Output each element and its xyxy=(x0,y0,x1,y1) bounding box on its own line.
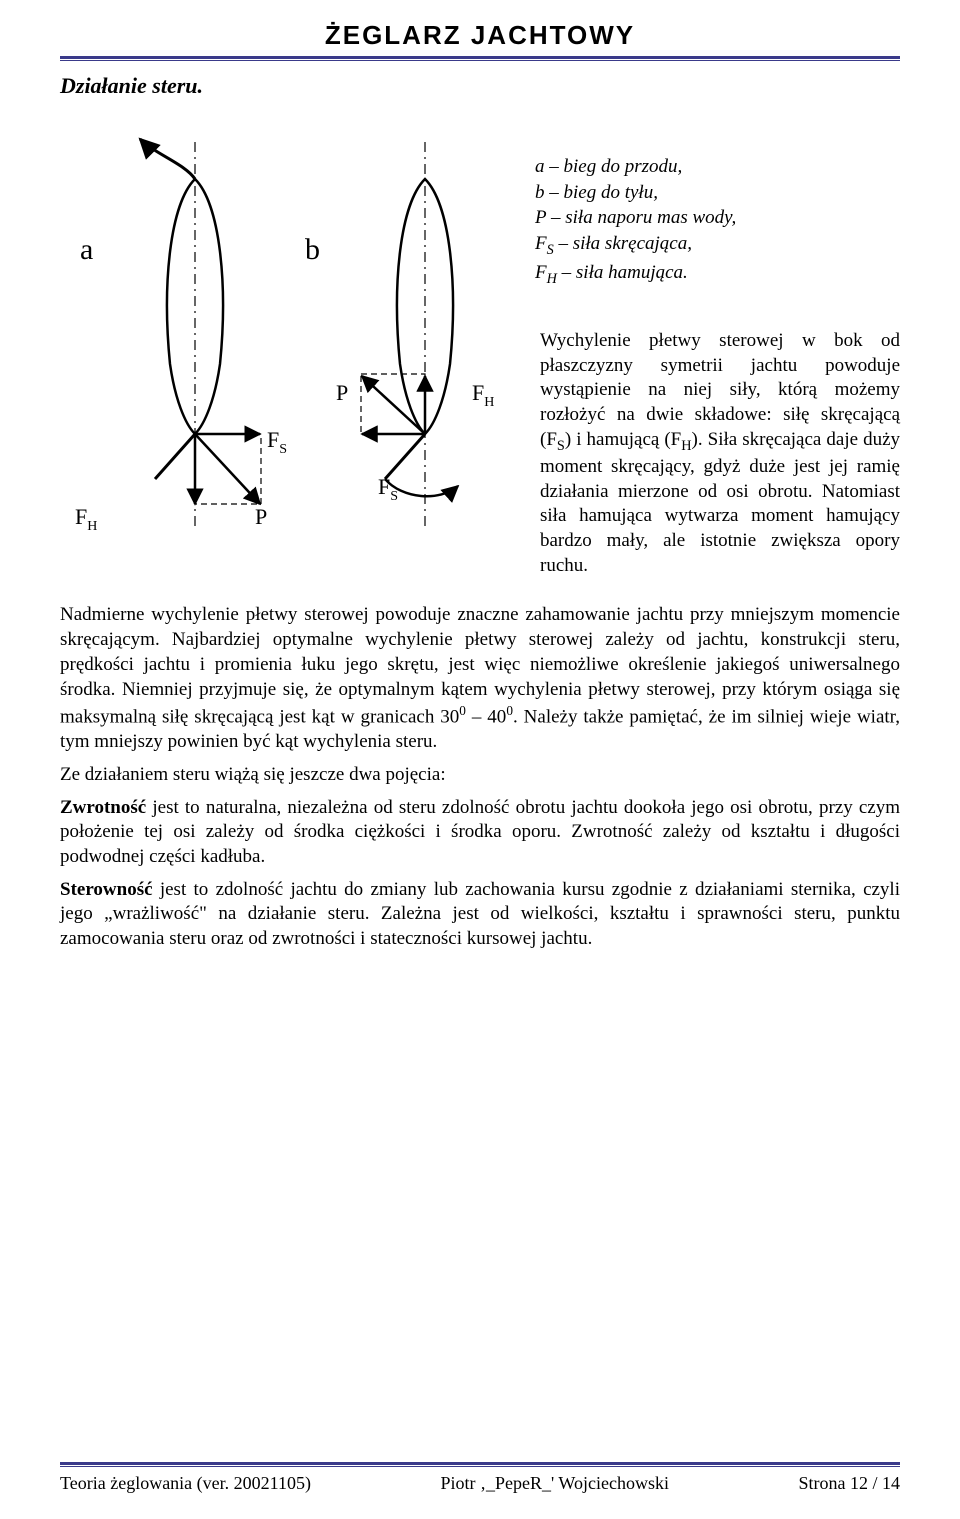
main-para-4: Sterowność jest to zdolność jachtu do zm… xyxy=(60,878,900,952)
svg-text:FS: FS xyxy=(267,427,287,457)
main-para-1: Nadmierne wychylenie płetwy sterowej pow… xyxy=(60,603,900,754)
legend-b: b – bieg do tyłu, xyxy=(535,180,900,206)
term-sterownosc: Sterowność xyxy=(60,879,153,900)
figure-row-top: a FS FH P b xyxy=(60,124,900,578)
main-para-2: Ze działaniem steru wiążą się jeszcze dw… xyxy=(60,763,900,788)
side-paragraph: Wychylenie płetwy sterowej w bok od płas… xyxy=(520,289,900,579)
page-header: ŻEGLARZ JACHTOWY xyxy=(60,20,900,56)
svg-text:a: a xyxy=(80,233,93,266)
legend-fh: FH – siła hamująca. xyxy=(535,260,900,289)
rudder-diagram-svg: a FS FH P b xyxy=(60,124,520,544)
figure-text-column: a – bieg do przodu, b – bieg do tyłu, P … xyxy=(520,124,900,578)
section-title: Działanie steru. xyxy=(60,73,900,99)
page-footer: Teoria żeglowania (ver. 20021105) Piotr … xyxy=(60,1462,900,1494)
header-rule xyxy=(60,56,900,61)
svg-text:P: P xyxy=(255,504,267,529)
footer-rule xyxy=(60,1462,900,1467)
svg-text:FS: FS xyxy=(378,474,398,504)
footer-center: Piotr ‚_PepeR_' Wojciechowski xyxy=(441,1473,669,1494)
legend-p: P – siła naporu mas wody, xyxy=(535,205,900,231)
legend: a – bieg do przodu, b – bieg do tyłu, P … xyxy=(520,124,900,289)
footer-right: Strona 12 / 14 xyxy=(798,1473,900,1494)
svg-text:FH: FH xyxy=(75,504,97,534)
svg-text:FH: FH xyxy=(472,380,494,410)
legend-a: a – bieg do przodu, xyxy=(535,154,900,180)
legend-fs: FS – siła skręcająca, xyxy=(535,231,900,260)
diagram-top: a FS FH P b xyxy=(60,124,520,544)
main-para-3: Zwrotność jest to naturalna, niezależna … xyxy=(60,796,900,870)
term-zwrotnosc: Zwrotność xyxy=(60,797,146,818)
svg-text:b: b xyxy=(305,233,320,266)
svg-text:P: P xyxy=(336,380,348,405)
footer-left: Teoria żeglowania (ver. 20021105) xyxy=(60,1473,311,1494)
